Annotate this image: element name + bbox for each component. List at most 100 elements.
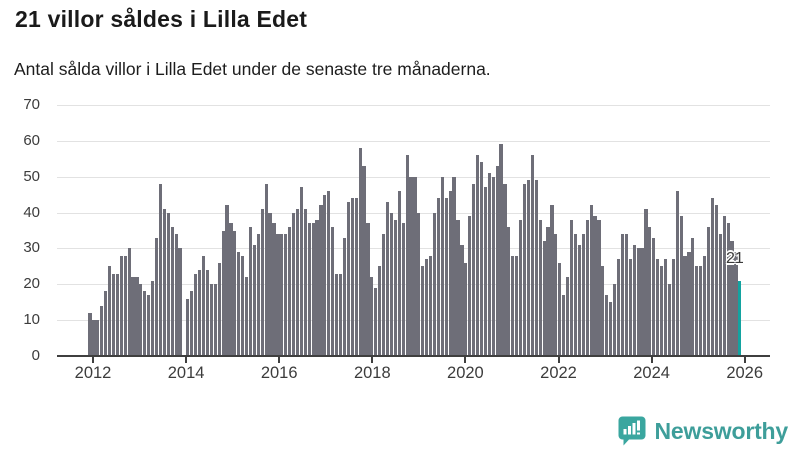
bar — [683, 255, 687, 356]
bar — [264, 183, 268, 356]
x-axis-tick — [557, 357, 560, 363]
x-axis-tick-label: 2026 — [726, 364, 764, 382]
bar — [616, 259, 621, 356]
bar — [331, 226, 335, 356]
bar — [718, 234, 722, 356]
bar — [472, 183, 476, 356]
bar — [421, 266, 425, 356]
bar — [350, 198, 354, 356]
y-axis-tick-label: 30 — [23, 239, 40, 257]
bar — [194, 273, 198, 356]
bar — [695, 266, 699, 356]
bar — [659, 266, 664, 356]
bar-chart-speech-bubble-icon — [618, 416, 646, 446]
bar — [335, 273, 339, 356]
bar — [436, 198, 441, 356]
bar — [229, 223, 233, 356]
bar — [342, 237, 347, 356]
bar — [217, 262, 221, 356]
bar — [605, 295, 609, 356]
bar — [491, 176, 495, 356]
bar — [656, 259, 660, 356]
y-axis-tick-label: 70 — [23, 96, 40, 113]
newsworthy-logo[interactable]: Newsworthy — [618, 416, 788, 446]
bar — [374, 287, 378, 356]
bar — [288, 226, 292, 356]
bar — [413, 176, 417, 356]
bar — [96, 320, 100, 356]
bar — [499, 144, 503, 356]
bar — [589, 205, 593, 356]
bar — [405, 155, 409, 356]
bar — [550, 205, 554, 356]
bar — [92, 320, 96, 356]
x-axis-tick — [743, 357, 746, 363]
bar — [370, 277, 374, 356]
bar — [581, 234, 585, 356]
bar — [147, 295, 151, 356]
bar — [526, 180, 531, 356]
bar — [280, 234, 284, 356]
bar — [178, 248, 182, 356]
y-axis-tick-label: 50 — [23, 167, 40, 185]
bar — [170, 226, 174, 356]
y-axis-tick-label: 40 — [23, 203, 40, 221]
bar — [601, 266, 605, 356]
bar — [456, 219, 460, 356]
x-axis-tick-label: 2022 — [540, 364, 577, 382]
bar — [487, 173, 491, 356]
bar — [593, 216, 597, 356]
bar — [307, 223, 311, 356]
bar — [722, 216, 726, 356]
bar — [131, 277, 135, 356]
bar — [632, 244, 636, 356]
bar — [100, 305, 104, 356]
bar — [703, 255, 707, 356]
x-axis-tick — [464, 357, 467, 363]
bar — [252, 244, 257, 356]
x-axis-tick-label: 2016 — [260, 364, 298, 382]
x-axis-tick-label: 2014 — [167, 364, 205, 382]
bar — [119, 255, 123, 356]
x-axis-tick-label: 2018 — [353, 364, 391, 382]
bar — [260, 208, 264, 356]
bar — [276, 234, 280, 356]
bar — [730, 241, 734, 356]
bar — [726, 223, 730, 356]
bar — [440, 176, 444, 356]
bar — [272, 223, 276, 356]
bar — [237, 252, 241, 356]
x-axis-tick — [92, 357, 94, 363]
bar — [538, 219, 542, 356]
y-axis-tick-label: 20 — [23, 275, 40, 293]
bar — [597, 219, 601, 356]
bar — [358, 148, 362, 356]
bar — [706, 226, 711, 356]
bar — [346, 201, 350, 356]
bar — [710, 198, 715, 356]
bar — [429, 255, 433, 356]
bar — [687, 252, 691, 356]
bar — [691, 237, 695, 356]
bar — [198, 269, 202, 356]
bar — [546, 226, 550, 356]
y-axis-tick-label: 10 — [23, 311, 40, 329]
bar — [151, 280, 155, 356]
bar — [299, 187, 303, 356]
bar — [201, 255, 206, 356]
bar — [166, 212, 170, 356]
bar — [162, 208, 166, 356]
bar — [88, 312, 92, 356]
bar — [452, 176, 456, 356]
bar — [609, 302, 613, 356]
bar — [714, 205, 718, 356]
x-axis-line — [57, 355, 770, 357]
bar — [475, 155, 480, 356]
bar — [613, 284, 617, 356]
bar — [233, 230, 237, 356]
bar — [648, 226, 652, 356]
x-axis-tick-label: 2024 — [633, 364, 670, 382]
bar — [123, 255, 127, 356]
bar — [311, 223, 315, 356]
bar — [519, 219, 523, 356]
